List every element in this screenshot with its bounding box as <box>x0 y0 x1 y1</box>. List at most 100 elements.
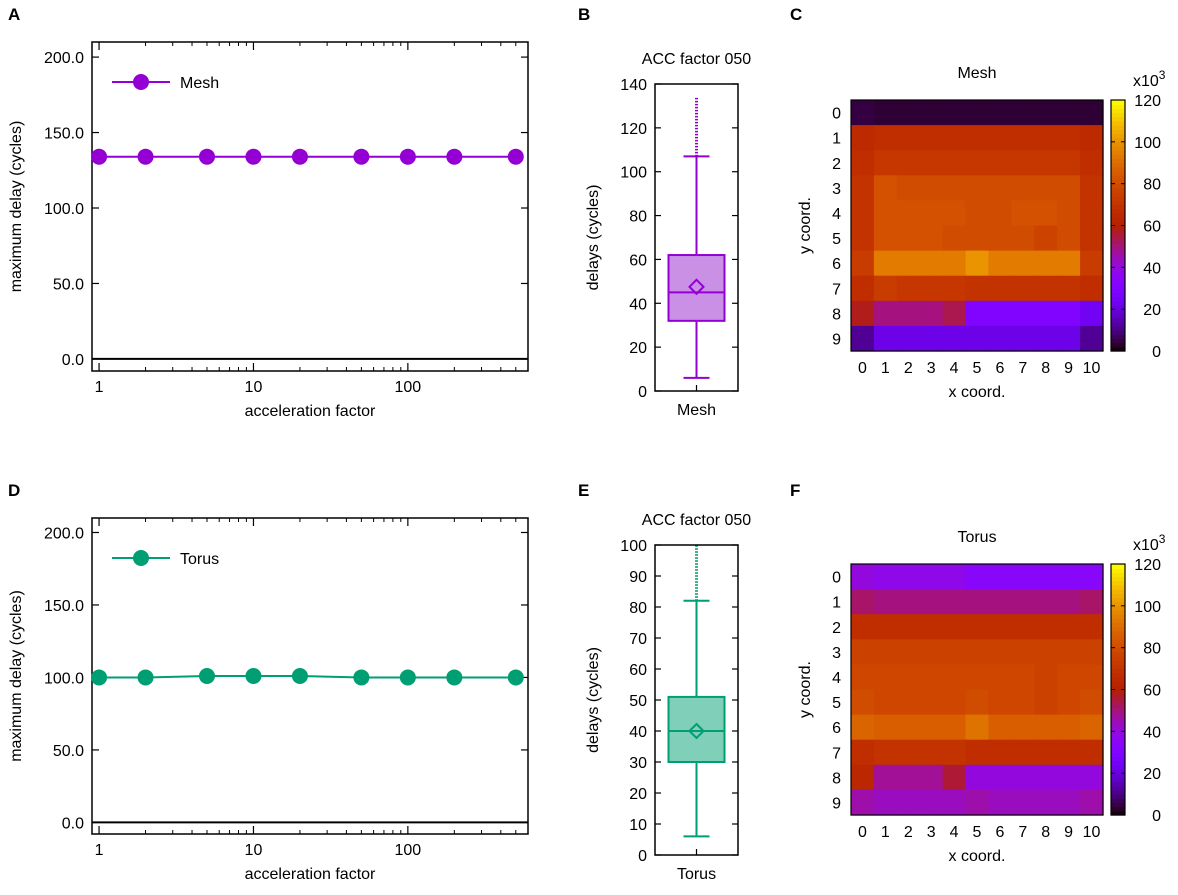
y-tick-label: 20 <box>629 786 647 803</box>
y-tick-label: 80 <box>629 600 647 617</box>
heatmap-cell <box>896 639 921 665</box>
heatmap-cell <box>965 739 990 766</box>
colorbar-segment <box>1111 572 1125 578</box>
iqr-box <box>667 254 726 322</box>
heatmap-cell <box>1034 714 1058 741</box>
y-tick-label: 50.0 <box>53 276 84 293</box>
x-tick-label: 6 <box>995 360 1004 377</box>
heatmap-cell <box>1034 664 1058 691</box>
heatmap-cell <box>851 589 875 615</box>
y-tick-label: 6 <box>832 720 841 737</box>
heatmap-cell <box>919 125 944 151</box>
heatmap-cell <box>919 300 944 327</box>
y-tick-label: 2 <box>832 156 841 173</box>
heatmap-cell <box>965 589 990 615</box>
colorbar-unit-exponent: 3 <box>1159 68 1166 82</box>
heatmap-cell <box>1080 639 1104 665</box>
colorbar-segment <box>1111 108 1125 114</box>
heatmap-cell <box>873 739 898 766</box>
colorbar-segment <box>1111 296 1125 302</box>
y-tick-label: 20 <box>629 340 647 357</box>
colorbar-segment <box>1111 660 1125 665</box>
heatmap-cell <box>942 325 967 352</box>
colorbar-segment <box>1111 714 1125 720</box>
heatmap-cell <box>942 175 967 201</box>
colorbar-segment <box>1111 300 1125 306</box>
data-point <box>245 668 262 684</box>
data-point <box>291 148 308 165</box>
heatmap-cell <box>1034 739 1058 766</box>
heatmap-cell <box>919 150 944 176</box>
heatmap-cell <box>965 100 990 126</box>
y-axis-label: y coord. <box>797 197 814 254</box>
heatmap-cell <box>1034 564 1058 590</box>
x-tick-label: 9 <box>1064 360 1073 377</box>
heatmap-cell <box>1057 564 1081 590</box>
heatmap-cell <box>965 789 990 816</box>
colorbar-segment <box>1111 233 1125 239</box>
panel-label-C: C <box>790 5 802 24</box>
colorbar-tick-label: 40 <box>1143 260 1161 277</box>
heatmap-cell <box>1034 789 1058 816</box>
heatmap-cell <box>1011 175 1035 201</box>
heatmap-cell <box>1034 125 1058 151</box>
heatmap-cell <box>1080 125 1104 151</box>
heatmap-cell <box>1057 200 1081 227</box>
heatmap-cell <box>919 764 944 791</box>
colorbar-segment <box>1111 313 1125 319</box>
heatmap-cell <box>1011 150 1035 176</box>
heatmap-cell <box>873 639 898 665</box>
heatmap-cell <box>1057 739 1081 766</box>
heatmap-cell <box>896 150 921 176</box>
x-tick-label: 0 <box>858 360 867 377</box>
heatmap-cell <box>919 250 944 277</box>
plot-frame <box>850 99 1104 352</box>
heatmap-cell <box>1080 175 1104 201</box>
data-point <box>446 669 463 686</box>
iqr-box <box>667 695 726 764</box>
heatmap-cell <box>1034 589 1058 615</box>
heatmap-cell <box>965 664 990 691</box>
y-tick-label: 150.0 <box>44 598 84 615</box>
x-tick-label: 100 <box>395 842 422 859</box>
colorbar-segment <box>1111 584 1125 590</box>
heatmap-cell <box>851 200 875 227</box>
colorbar-segment <box>1111 100 1125 105</box>
heatmap-cell <box>896 789 921 816</box>
heatmap-cell <box>1034 250 1058 277</box>
y-tick-label: 60 <box>629 252 647 269</box>
heatmap-cell <box>965 325 990 352</box>
x-tick-label: 0 <box>858 824 867 841</box>
heatmap-cell <box>1080 150 1104 176</box>
x-category-label: Torus <box>677 866 716 883</box>
heatmap-cell <box>988 689 1012 716</box>
mean-marker <box>688 722 705 740</box>
colorbar-tick-label: 120 <box>1134 557 1161 574</box>
colorbar-segment <box>1111 137 1125 143</box>
heatmap-cell <box>896 689 921 716</box>
colorbar-segment <box>1111 342 1125 348</box>
heatmap-cell <box>873 175 898 201</box>
y-tick-label: 40 <box>629 724 647 741</box>
heatmap-cell <box>1034 200 1058 227</box>
colorbar-segment <box>1111 192 1125 197</box>
data-point <box>291 668 308 684</box>
panel-label-D: D <box>8 481 20 500</box>
y-tick-label: 9 <box>832 331 841 348</box>
heatmap-cell <box>988 300 1012 327</box>
heatmap-cell <box>1057 175 1081 201</box>
heatmap-cell <box>919 275 944 302</box>
heatmap-cell <box>1011 275 1035 302</box>
heatmap-cell <box>942 739 967 766</box>
colorbar-segment <box>1111 689 1125 695</box>
heatmap-cell <box>896 275 921 302</box>
heatmap-cell <box>1080 250 1104 277</box>
y-tick-label: 9 <box>832 795 841 812</box>
heatmap-cell <box>896 614 921 640</box>
heatmap-cell <box>1057 275 1081 302</box>
heatmap-cell <box>851 250 875 277</box>
colorbar-segment <box>1111 208 1125 214</box>
heatmap-cell <box>873 250 898 277</box>
heatmap-cell <box>942 564 967 590</box>
colorbar-segment <box>1111 739 1125 745</box>
